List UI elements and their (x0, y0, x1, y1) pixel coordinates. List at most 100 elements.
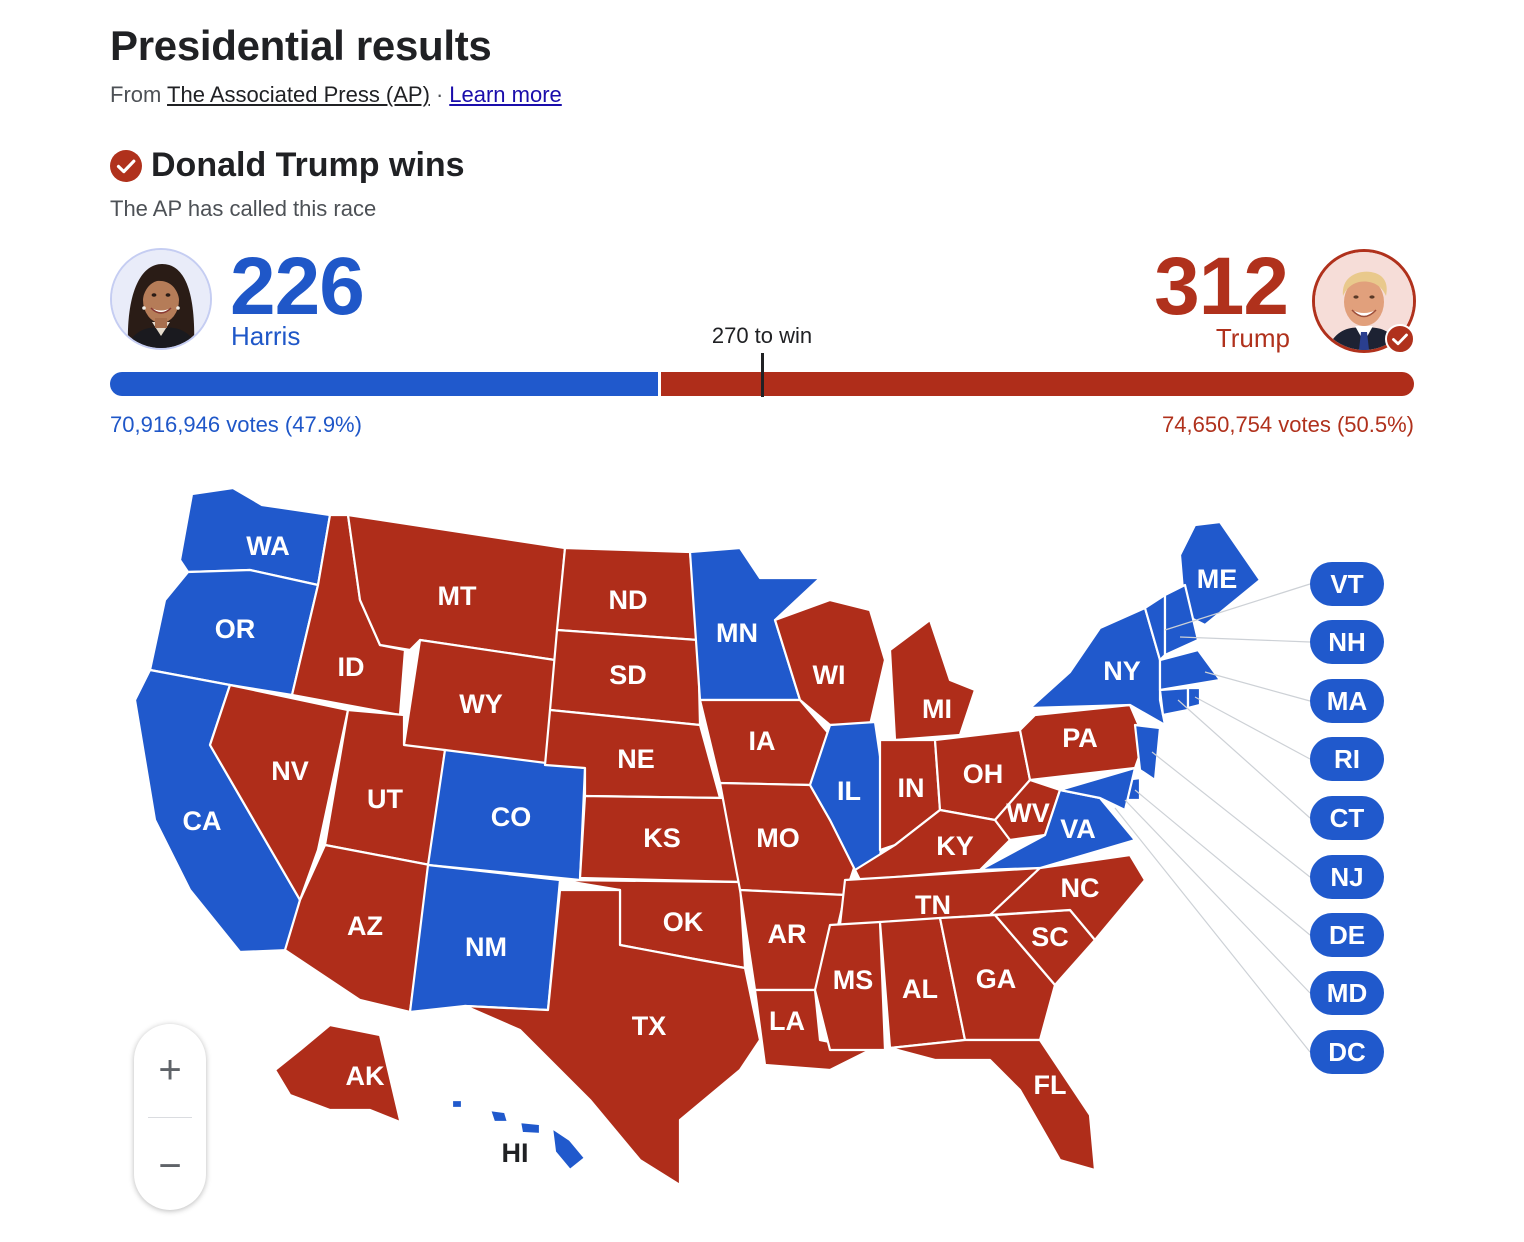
state-MS[interactable] (813, 920, 887, 1052)
learn-more-link[interactable]: Learn more (449, 82, 562, 107)
pill-label: VT (1330, 569, 1363, 599)
source-line: From The Associated Press (AP) · Learn mor… (110, 82, 562, 108)
small-state-pill-ri[interactable]: RI (1310, 737, 1384, 781)
state-label-WA: WA (246, 531, 290, 561)
small-state-pill-md[interactable]: MD (1310, 971, 1384, 1015)
state-label-ND: ND (609, 585, 648, 615)
state-label-WI: WI (813, 660, 846, 690)
win-threshold-marker (761, 353, 764, 397)
state-label-NV: NV (271, 756, 309, 786)
state-label-WY: WY (459, 689, 503, 719)
win-threshold-label: 270 to win (711, 323, 813, 348)
state-MD[interactable] (1058, 766, 1137, 812)
state-label-TN: TN (915, 890, 951, 920)
small-state-pill-vt[interactable]: VT (1310, 562, 1384, 606)
state-label-AL: AL (902, 974, 938, 1004)
pill-background (1310, 913, 1384, 957)
state-label-ME: ME (1197, 564, 1238, 594)
pill-background (1310, 679, 1384, 723)
zoom-in-button[interactable]: + (158, 1047, 182, 1092)
pill-background (1310, 1030, 1384, 1074)
state-GA[interactable] (938, 913, 1057, 1042)
pill-background (1310, 562, 1384, 606)
state-label-CO: CO (491, 802, 532, 832)
small-state-pill-nj[interactable]: NJ (1310, 855, 1384, 899)
state-label-AR: AR (768, 919, 807, 949)
harris-electoral-votes: 226 (230, 241, 365, 332)
state-label-MS: MS (833, 965, 874, 995)
zoom-out-button[interactable]: − (158, 1143, 182, 1188)
small-state-leader-lines (1114, 583, 1311, 1053)
small-state-pill-nh[interactable]: NH (1310, 620, 1384, 664)
small-state-pill-dc[interactable]: DC (1310, 1030, 1384, 1074)
from-label: From (110, 82, 162, 107)
zoom-divider (148, 1117, 192, 1118)
separator: · (435, 82, 444, 107)
pill-background (1310, 796, 1384, 840)
harris-portrait (112, 250, 210, 348)
trump-name: Trump (1215, 323, 1290, 353)
state-label-FL: FL (1034, 1070, 1067, 1100)
state-HI-4[interactable] (450, 1098, 464, 1110)
state-label-KY: KY (936, 831, 974, 861)
state-label-MO: MO (756, 823, 800, 853)
winner-check-icon (1385, 324, 1415, 354)
state-OR[interactable] (148, 568, 320, 697)
state-label-MT: MT (438, 581, 477, 611)
pill-background (1310, 620, 1384, 664)
pill-background (1310, 971, 1384, 1015)
harris-popular-vote: 70,916,946 votes (47.9%) (110, 412, 362, 437)
pill-label: RI (1334, 744, 1360, 774)
state-label-MN: MN (716, 618, 758, 648)
state-label-OK: OK (663, 907, 704, 937)
state-label-WV: WV (1006, 798, 1050, 828)
state-WI[interactable] (773, 598, 887, 727)
pill-label: NJ (1330, 862, 1363, 892)
small-state-pills: VT NH MA RI CT NJ DE MD DC (1310, 562, 1384, 1074)
state-label-IA: IA (749, 726, 776, 756)
state-label-KS: KS (643, 823, 681, 853)
state-label-VA: VA (1060, 814, 1096, 844)
trump-portrait (1315, 252, 1413, 350)
pill-label: DE (1329, 920, 1365, 950)
trump-popular-vote: 74,650,754 votes (50.5%) (1162, 412, 1414, 437)
electoral-vote-bar (110, 372, 1414, 396)
state-RI[interactable] (1186, 686, 1202, 710)
pill-background (1310, 737, 1384, 781)
state-label-PA: PA (1062, 723, 1098, 753)
state-FL[interactable] (888, 1038, 1097, 1172)
state-label-AZ: AZ (347, 911, 383, 941)
state-label-ID: ID (338, 652, 365, 682)
harris-avatar (110, 248, 212, 350)
state-label-NY: NY (1103, 656, 1141, 686)
harris-bar-segment (110, 372, 658, 396)
pill-label: MA (1327, 686, 1368, 716)
map-zoom-control: + − (134, 1024, 206, 1210)
state-label-NE: NE (617, 744, 655, 774)
small-state-pill-ma[interactable]: MA (1310, 679, 1384, 723)
winner-heading: Donald Trump wins (110, 146, 465, 185)
state-label-OR: OR (215, 614, 256, 644)
state-label-MI: MI (922, 694, 952, 724)
pill-label: MD (1327, 978, 1367, 1008)
winner-text: Donald Trump wins (151, 146, 465, 184)
us-electoral-map: WA OR CA ID NV MT WY UT AZ CO NM ND SD N… (133, 486, 1384, 1187)
state-label-IN: IN (898, 773, 925, 803)
state-HI-2[interactable] (488, 1108, 510, 1124)
small-state-pill-de[interactable]: DE (1310, 913, 1384, 957)
state-MA[interactable] (1158, 648, 1222, 692)
state-HI-1[interactable] (550, 1126, 587, 1172)
pill-label: NH (1328, 627, 1366, 657)
trump-avatar (1312, 249, 1416, 353)
state-HI-3[interactable] (518, 1120, 542, 1136)
state-AK[interactable] (273, 1023, 472, 1162)
source-link[interactable]: The Associated Press (AP) (167, 82, 430, 107)
pill-label: DC (1328, 1037, 1366, 1067)
small-state-pill-ct[interactable]: CT (1310, 796, 1384, 840)
state-TX[interactable] (463, 888, 762, 1187)
state-CT[interactable] (1158, 686, 1190, 717)
state-NV[interactable] (208, 683, 350, 902)
state-label-UT: UT (367, 784, 403, 814)
state-NJ[interactable] (1133, 723, 1162, 782)
harris-name: Harris (231, 321, 301, 351)
